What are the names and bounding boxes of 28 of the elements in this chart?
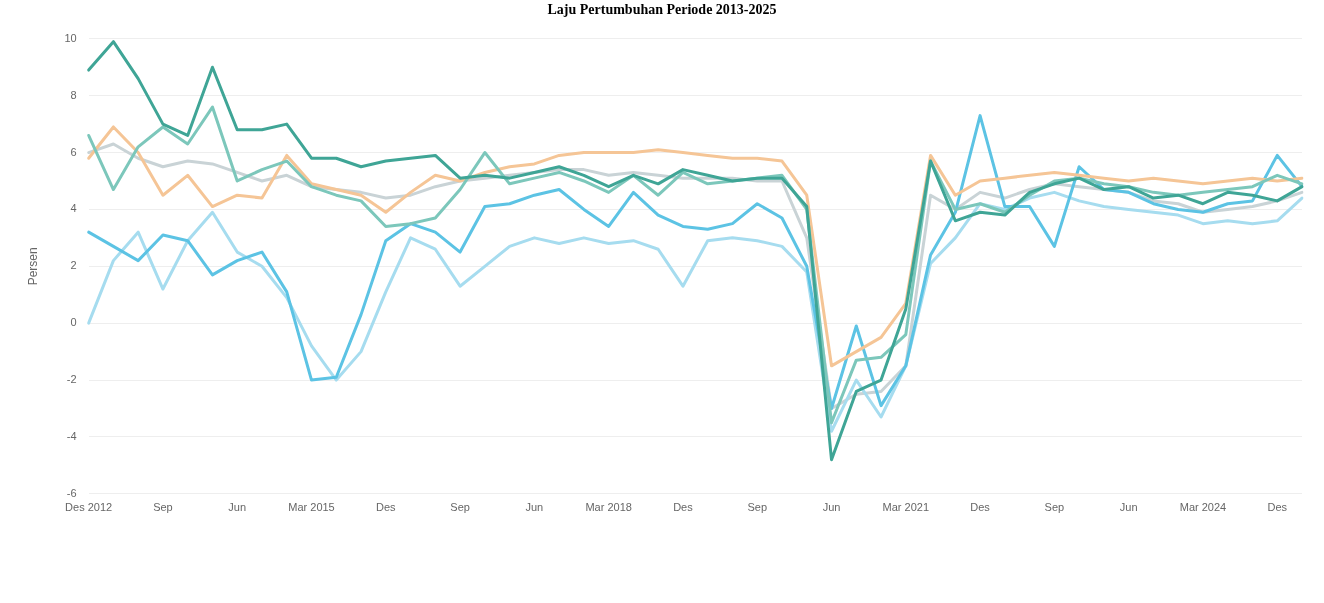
y-tick-label: 2	[70, 259, 77, 272]
x-tick-label: Des	[673, 501, 694, 514]
chart-title: Laju Pertumbuhan Periode 2013-2025	[547, 2, 777, 18]
y-tick-label: 8	[70, 88, 77, 101]
y-tick-label: 0	[70, 316, 77, 329]
x-tick-label: Jun	[822, 501, 841, 514]
y-tick-label: -2	[66, 373, 77, 386]
x-tick-label: Des	[970, 501, 991, 514]
x-tick-label: Des	[376, 501, 397, 514]
y-tick-label: 10	[64, 31, 77, 44]
x-tick-label: Mar 2018	[585, 501, 632, 514]
y-tick-label: 6	[70, 145, 77, 158]
y-axis-title: Persen	[25, 247, 40, 286]
y-tick-label: -6	[66, 486, 77, 499]
y-tick-label: 4	[70, 202, 77, 215]
x-tick-label: Sep	[1044, 501, 1065, 514]
x-tick-label: Jun	[228, 501, 247, 514]
x-tick-label: Jun	[1119, 501, 1138, 514]
x-tick-label: Sep	[747, 501, 768, 514]
x-tick-label: Sep	[153, 501, 173, 514]
x-tick-label: Mar 2021	[882, 501, 930, 514]
x-tick-label: Jun	[525, 501, 544, 514]
x-tick-label: Des	[1267, 501, 1288, 514]
x-tick-label: Sep	[450, 501, 470, 514]
x-tick-label: Des 2012	[65, 501, 113, 514]
y-tick-label: -4	[66, 429, 77, 442]
x-tick-label: Mar 2024	[1179, 501, 1227, 514]
x-tick-label: Mar 2015	[288, 501, 335, 514]
